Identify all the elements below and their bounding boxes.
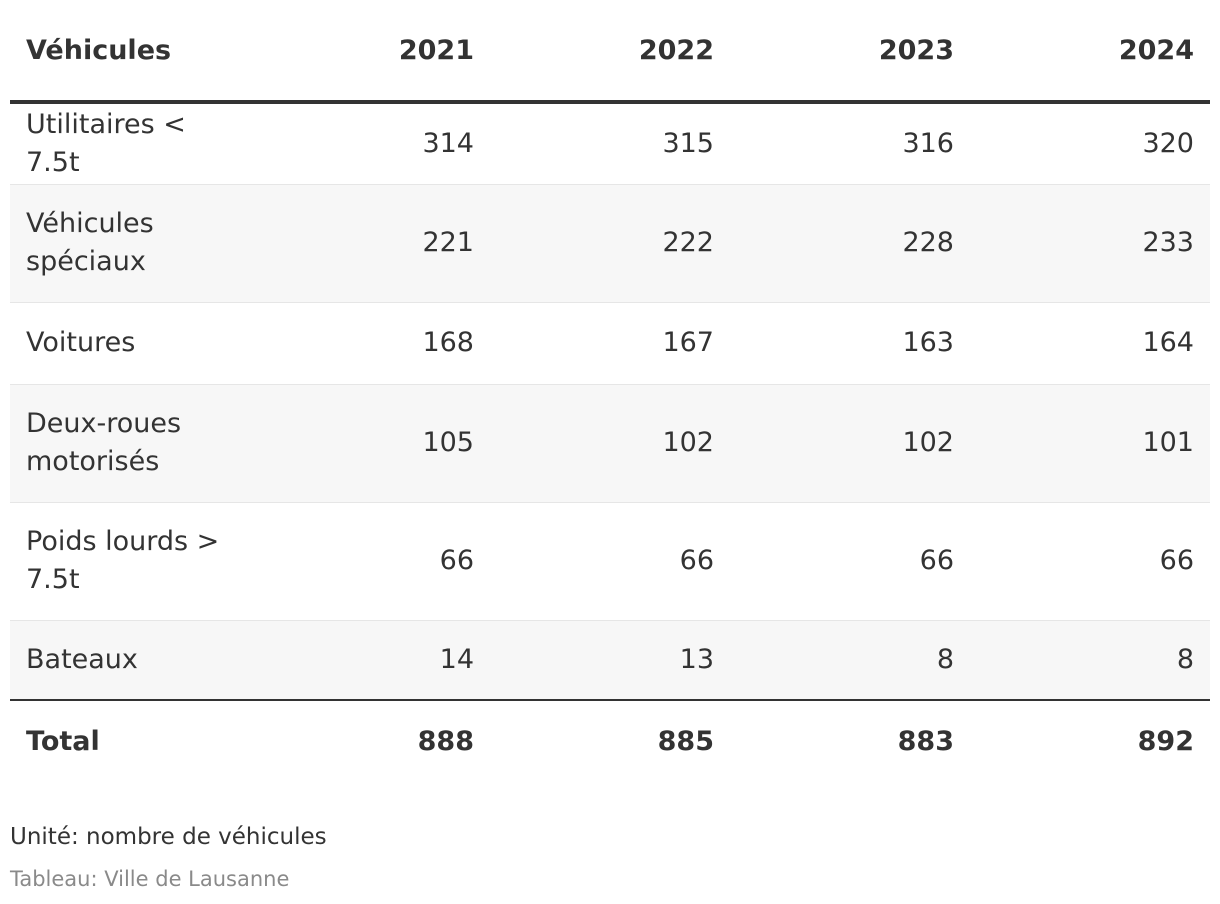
total-cell: 888 bbox=[417, 726, 474, 757]
table-cell: 66 bbox=[250, 502, 490, 621]
table-cell: 66 bbox=[490, 502, 730, 621]
table-cell: 105 bbox=[250, 384, 490, 503]
table-row: Voitures 168 167 163 164 bbox=[10, 302, 1210, 385]
column-header: 2023 bbox=[730, 0, 970, 104]
unit-note: Unité: nombre de véhicules bbox=[10, 824, 327, 850]
table-cell: 314 bbox=[250, 102, 490, 185]
total-cell: 892 bbox=[1137, 726, 1194, 757]
column-header: 2021 bbox=[250, 0, 490, 104]
table-cell: 167 bbox=[490, 302, 730, 385]
column-header: 2024 bbox=[970, 0, 1210, 104]
table-cell: 163 bbox=[730, 302, 970, 385]
data-table: Véhicules 2021 2022 2023 2024 Utilitaire… bbox=[10, 0, 1210, 783]
table-row: Bateaux 14 13 8 8 bbox=[10, 620, 1210, 701]
row-label: Poids lourds > 7.5t bbox=[10, 502, 250, 621]
table-cell: 228 bbox=[730, 184, 970, 303]
table-cell: 315 bbox=[490, 102, 730, 185]
row-label: Voitures bbox=[10, 302, 250, 385]
table-cell: 221 bbox=[250, 184, 490, 303]
row-label: Deux-roues motorisés bbox=[10, 384, 250, 503]
source-note: Tableau: Ville de Lausanne bbox=[10, 867, 290, 891]
column-header: Véhicules bbox=[10, 0, 250, 104]
table-cell: 164 bbox=[970, 302, 1210, 385]
row-label: Véhicules spéciaux bbox=[10, 184, 250, 303]
table-cell: 320 bbox=[970, 102, 1210, 185]
row-label: Bateaux bbox=[10, 620, 250, 701]
row-label: Utilitaires < 7.5t bbox=[10, 102, 250, 185]
table-cell: 222 bbox=[490, 184, 730, 303]
column-header: 2022 bbox=[490, 0, 730, 104]
total-label: Total bbox=[26, 726, 100, 757]
table-cell: 102 bbox=[490, 384, 730, 503]
table-row: Deux-roues motorisés 105 102 102 101 bbox=[10, 384, 1210, 503]
total-cell: 883 bbox=[897, 726, 954, 757]
table-cell: 233 bbox=[970, 184, 1210, 303]
table-row: Utilitaires < 7.5t 314 315 316 320 bbox=[10, 102, 1210, 185]
table-cell: 66 bbox=[730, 502, 970, 621]
table-container: Véhicules 2021 2022 2023 2024 Utilitaire… bbox=[10, 0, 1210, 783]
table-cell: 8 bbox=[970, 620, 1210, 701]
header-row: Véhicules 2021 2022 2023 2024 bbox=[10, 0, 1210, 104]
table-row: Véhicules spéciaux 221 222 228 233 bbox=[10, 184, 1210, 303]
table-row: Poids lourds > 7.5t 66 66 66 66 bbox=[10, 502, 1210, 621]
table-cell: 13 bbox=[490, 620, 730, 701]
table-cell: 102 bbox=[730, 384, 970, 503]
table-cell: 168 bbox=[250, 302, 490, 385]
total-row: Total 888 885 883 892 bbox=[10, 700, 1210, 783]
table-cell: 316 bbox=[730, 102, 970, 185]
table-cell: 101 bbox=[970, 384, 1210, 503]
total-cell: 885 bbox=[657, 726, 714, 757]
table-cell: 66 bbox=[970, 502, 1210, 621]
table-cell: 8 bbox=[730, 620, 970, 701]
table-cell: 14 bbox=[250, 620, 490, 701]
table-notes: Unité: nombre de véhicules Tableau: Vill… bbox=[10, 818, 1210, 898]
